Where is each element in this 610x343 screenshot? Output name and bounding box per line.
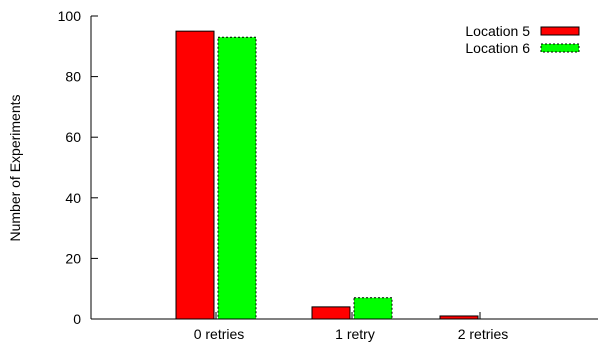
y-tick-label: 40 (65, 190, 81, 206)
x-tick-label: 1 retry (335, 326, 375, 342)
y-tick-label: 0 (73, 311, 81, 327)
legend-label: Location 6 (465, 40, 530, 56)
legend-swatch (540, 43, 580, 53)
bar-location-6-1 (353, 297, 393, 320)
bar-location-5-1 (311, 306, 351, 320)
y-tick-label: 60 (65, 129, 81, 145)
y-axis-label: Number of Experiments (7, 94, 23, 241)
bar-location-6-0 (217, 36, 257, 320)
y-tick-label: 100 (58, 8, 82, 24)
y-tick-label: 20 (65, 250, 81, 266)
legend-label: Location 5 (465, 23, 530, 39)
x-tick-label: 2 retries (458, 326, 509, 342)
y-tick-label: 80 (65, 69, 81, 85)
bar-location-5-0 (175, 30, 215, 320)
legend-swatch (540, 26, 580, 36)
x-tick-label: 0 retries (194, 326, 245, 342)
axes-layer: 0 20 40 60 80 100 0 retries 1 retry 2 retries (58, 8, 598, 342)
bars-layer (175, 30, 479, 320)
